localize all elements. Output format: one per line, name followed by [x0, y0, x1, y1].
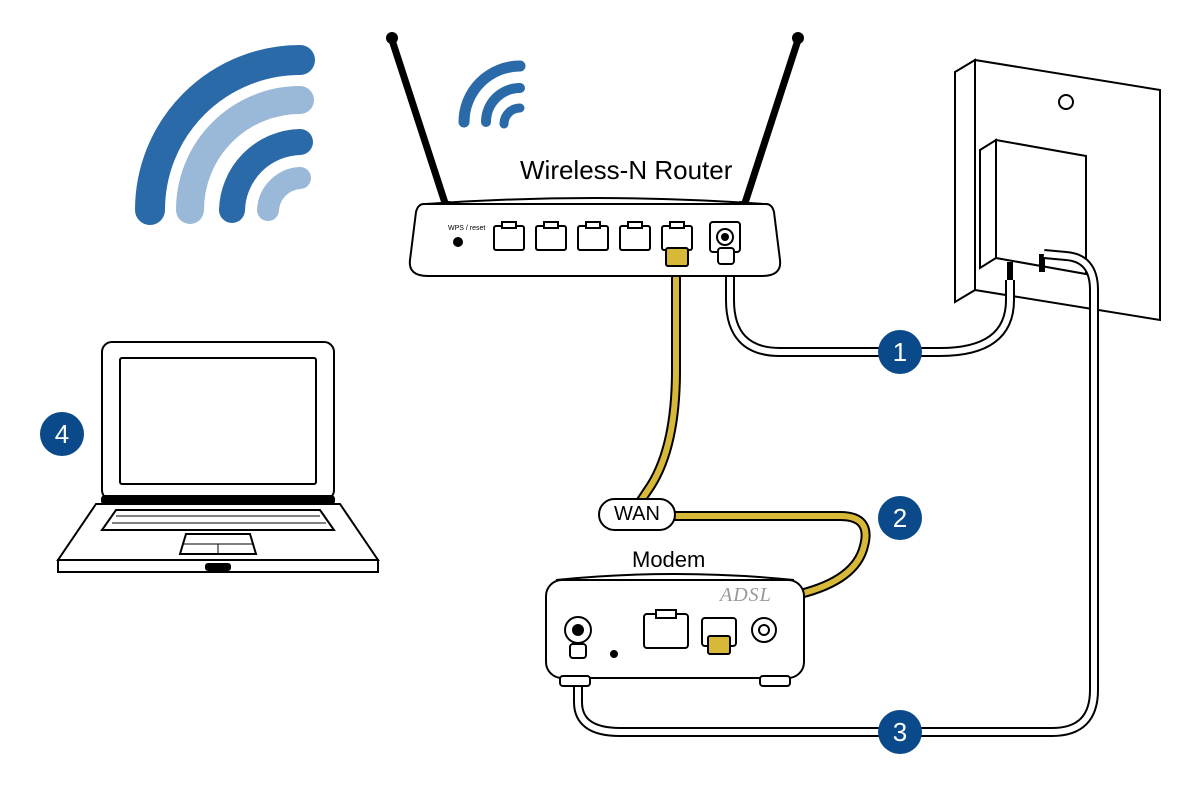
- adsl-label: ADSL: [720, 584, 772, 607]
- wifi-signal-small: [464, 66, 520, 124]
- diagram-canvas: WPS / reset WAN: [0, 0, 1200, 800]
- wall-outlet: [955, 60, 1160, 320]
- router-label: Wireless-N Router: [520, 155, 732, 186]
- modem-label: Modem: [632, 547, 705, 573]
- wifi-signal-large: [150, 60, 300, 210]
- router-antenna-left: [387, 33, 458, 218]
- wan-label: WAN: [598, 498, 676, 531]
- svg-text:WPS / reset: WPS / reset: [448, 225, 485, 232]
- step-badge-1: 1: [878, 330, 922, 374]
- power-plug-router: [718, 248, 734, 264]
- router-ports: [494, 222, 692, 250]
- router-antenna-right: [732, 33, 803, 218]
- laptop: [58, 342, 378, 572]
- step-badge-3: 3: [878, 710, 922, 754]
- step-badge-4: 4: [40, 412, 84, 456]
- step-badge-2: 2: [878, 496, 922, 540]
- wan-plug: [666, 248, 688, 266]
